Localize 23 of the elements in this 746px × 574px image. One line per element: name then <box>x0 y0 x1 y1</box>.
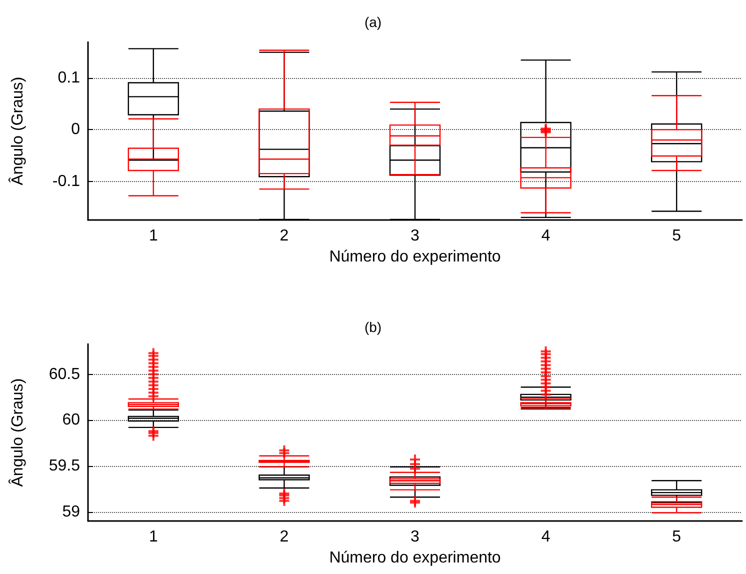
y-tick-label: -0.1 <box>52 172 80 190</box>
y-tick-label: 60 <box>62 412 80 429</box>
y-tick-label: 59 <box>62 503 80 520</box>
x-axis-title: Número do experimento <box>329 549 501 566</box>
x-tick-label: 1 <box>148 528 158 546</box>
y-axis-title: Ângulo (Graus) <box>8 76 26 186</box>
x-tick-label: 5 <box>672 228 682 244</box>
x-tick-label: 4 <box>541 228 550 244</box>
x-tick-label: 1 <box>148 228 158 244</box>
x-tick-label: 5 <box>672 528 682 546</box>
y-tick-label: 59.5 <box>48 457 80 474</box>
y-tick-label: 60.5 <box>48 366 80 383</box>
x-tick-label: 3 <box>410 228 420 244</box>
y-tick-label: 0 <box>71 121 80 138</box>
y-axis-title: Ângulo (Graus) <box>8 378 26 487</box>
chart-title: (b) <box>364 319 382 335</box>
x-tick-label: 3 <box>410 528 420 546</box>
x-tick-label: 4 <box>541 528 550 546</box>
chart-title: (a) <box>364 14 382 30</box>
x-tick-label: 2 <box>280 228 289 244</box>
y-tick-label: 0.1 <box>58 70 80 87</box>
x-tick-label: 2 <box>280 528 289 546</box>
x-axis-title: Número do experimento <box>329 248 501 266</box>
